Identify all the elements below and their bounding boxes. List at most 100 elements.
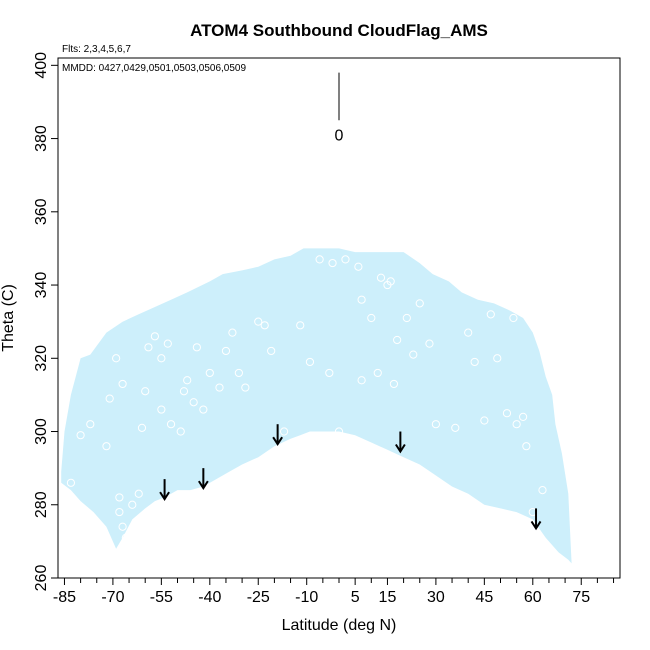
data-point <box>305 357 315 367</box>
x-tick-label: -25 <box>247 589 270 606</box>
y-tick-label: 260 <box>33 565 50 592</box>
x-tick-label: 5 <box>351 589 360 606</box>
data-point <box>522 442 531 451</box>
x-tick-label: 75 <box>572 589 590 606</box>
data-point <box>228 328 237 337</box>
data-point <box>102 442 111 451</box>
arrow-head <box>159 491 170 501</box>
data-point <box>486 310 495 319</box>
data-point <box>144 343 153 352</box>
data-point <box>386 277 395 286</box>
data-point <box>502 409 512 418</box>
arrow-head <box>395 443 406 454</box>
data-point <box>464 328 473 337</box>
x-axis-label: Latitude (deg N) <box>282 617 397 634</box>
chart-title: ATOM4 Southbound CloudFlag_AMS <box>190 21 488 40</box>
data-point <box>141 387 150 396</box>
data-point <box>260 321 269 330</box>
plot-area: 0 <box>61 72 572 564</box>
data-point <box>128 500 137 509</box>
data-point <box>221 346 231 356</box>
x-tick-label: -10 <box>295 589 318 606</box>
data-point <box>354 262 363 271</box>
data-point <box>538 486 547 495</box>
x-tick-label: 60 <box>524 589 542 606</box>
y-tick-label: 320 <box>33 345 50 372</box>
data-point <box>150 332 159 341</box>
flights-label: Flts: 2,3,4,5,6,7 <box>62 44 131 55</box>
data-point <box>134 489 143 498</box>
data-point <box>425 339 434 348</box>
data-point <box>215 383 224 392</box>
y-tick-label: 300 <box>33 418 50 445</box>
data-point <box>325 368 334 378</box>
data-point <box>157 354 166 363</box>
data-point <box>254 317 263 326</box>
y-tick-label: 400 <box>33 52 50 79</box>
arrow-head <box>530 520 542 531</box>
data-point <box>105 394 114 403</box>
data-point <box>389 379 399 389</box>
x-tick-label: -55 <box>150 589 173 606</box>
data-point <box>115 507 124 517</box>
data-point <box>431 420 440 429</box>
data-point <box>509 313 518 323</box>
arrow-marker <box>272 424 283 447</box>
data-point <box>121 533 130 542</box>
data-point <box>451 423 460 432</box>
data-point <box>357 376 366 385</box>
dates-label: MMDD: 0427,0429,0501,0503,0506,0509 <box>62 63 246 74</box>
x-tick-label: 30 <box>427 589 445 606</box>
arrow-marker <box>159 479 170 501</box>
data-point <box>86 420 95 429</box>
data-point <box>199 405 208 414</box>
data-point <box>328 258 337 268</box>
x-tick-label: 15 <box>379 589 397 606</box>
data-point <box>334 427 344 436</box>
data-point <box>470 357 479 367</box>
data-point <box>341 255 350 264</box>
arrow-head <box>272 436 283 447</box>
data-point <box>415 299 424 308</box>
data-point <box>357 295 366 304</box>
x-tick-label: -40 <box>198 589 221 606</box>
data-point <box>205 368 214 378</box>
arrow-head <box>198 480 209 490</box>
x-tick-label: -70 <box>101 589 124 606</box>
data-point <box>480 416 489 425</box>
data-point <box>179 387 189 396</box>
data-point <box>234 368 243 378</box>
data-point <box>118 379 127 389</box>
y-tick-label: 340 <box>33 272 50 299</box>
data-point <box>76 431 85 440</box>
data-point <box>166 420 176 429</box>
data-point <box>376 273 386 282</box>
x-tick-label: 45 <box>475 589 493 606</box>
data-point <box>267 346 276 356</box>
y-tick-label: 380 <box>33 125 50 152</box>
y-axis-label: Theta (C) <box>0 284 17 352</box>
data-point <box>402 313 411 323</box>
data-point <box>115 493 124 502</box>
y-tick-label: 280 <box>33 491 50 518</box>
arrow-marker <box>198 468 209 490</box>
data-point <box>512 420 521 429</box>
data-point <box>66 478 76 487</box>
data-point <box>157 405 166 414</box>
data-point <box>367 313 376 323</box>
legend-value-label: 0 <box>335 127 344 144</box>
data-point <box>441 269 450 279</box>
data-point <box>241 383 250 392</box>
data-point <box>189 398 198 407</box>
data-point <box>393 335 402 345</box>
data-point <box>493 354 502 363</box>
data-point <box>296 321 305 330</box>
data-point <box>163 339 172 348</box>
data-point <box>183 376 192 385</box>
arrow-marker <box>395 431 406 454</box>
axes: -85 -70 -55 -40 -25 -10 5 15 30 45 60 75 260 280 300 32… <box>33 52 615 606</box>
data-point <box>112 354 121 363</box>
data-point <box>279 427 289 436</box>
data-point <box>519 412 528 421</box>
